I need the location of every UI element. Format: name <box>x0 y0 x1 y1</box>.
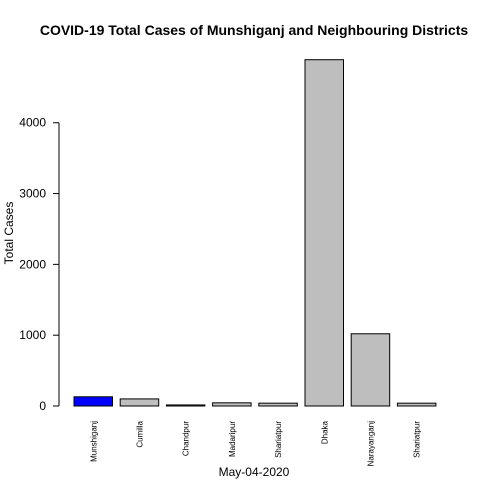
bar-narayanganj <box>350 333 391 407</box>
x-category-label: Shariatpur <box>274 421 283 458</box>
y-axis-label: Total Cases <box>2 202 16 265</box>
bar-chandpur <box>165 404 206 407</box>
bar-shariatpur <box>396 402 437 407</box>
y-tick-label: 1000 <box>19 328 46 342</box>
x-axis-label: May-04-2020 <box>219 465 290 479</box>
x-category-label: Chandpur <box>182 421 191 456</box>
y-tick-label: 0 <box>39 399 46 413</box>
x-category-label: Madaripur <box>228 421 237 457</box>
bars-group <box>73 59 437 407</box>
x-category-label: Cumilla <box>135 420 144 447</box>
y-tick-label: 3000 <box>19 187 46 201</box>
y-axis: 0 1000 2000 3000 4000 <box>19 116 60 413</box>
y-tick-label: 4000 <box>19 116 46 130</box>
bar-munshiganj <box>73 396 113 407</box>
x-category-labels: Munshiganj Cumilla Chandpur Madaripur Sharia… <box>89 420 421 466</box>
x-category-label: Narayanganj <box>366 421 375 467</box>
bar-madaripur <box>212 402 252 407</box>
bar-dhaka <box>304 59 344 407</box>
x-category-label: Munshiganj <box>89 421 98 462</box>
chart-title: COVID-19 Total Cases of Munshiganj and N… <box>40 22 469 38</box>
bar-shariatpur <box>258 402 298 407</box>
bar-cumilla <box>119 398 160 407</box>
x-category-label: Shariatpur <box>413 421 422 458</box>
y-tick-label: 2000 <box>19 257 46 271</box>
x-category-label: Dhaka <box>320 420 329 444</box>
